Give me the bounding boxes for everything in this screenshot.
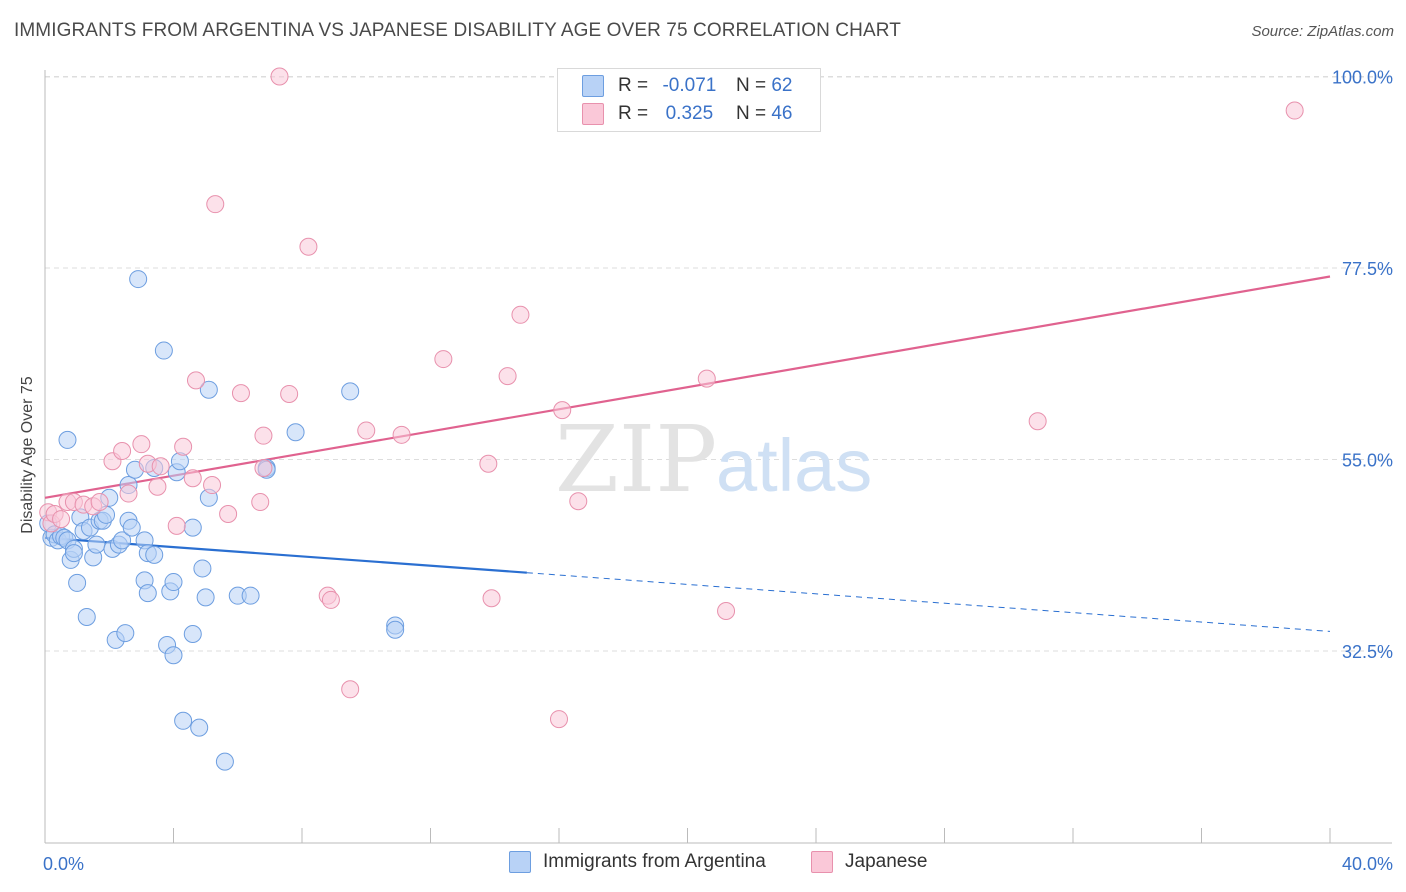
data-point	[251, 493, 270, 512]
legend-r-value: -0.071	[662, 75, 717, 96]
data-point	[119, 484, 138, 503]
legend-swatch-argentina	[582, 75, 604, 97]
data-point	[482, 589, 501, 608]
legend-n-label: N =	[735, 103, 767, 124]
data-point	[231, 384, 250, 403]
series-label-argentina: Immigrants from Argentina	[543, 851, 766, 872]
legend-r-value: 0.325	[665, 103, 714, 124]
y-tick-label: 55.0%	[1342, 451, 1393, 471]
legend-r-label: R =	[618, 75, 649, 96]
data-point	[113, 531, 132, 550]
x-tick-label-right: 40.0%	[1342, 854, 1393, 874]
data-point	[174, 437, 193, 456]
data-point	[341, 382, 360, 401]
data-point	[321, 590, 340, 609]
legend-n-value: 46	[771, 103, 793, 124]
data-point	[138, 584, 157, 603]
legend-swatch-japanese	[582, 103, 604, 125]
data-point	[511, 305, 530, 324]
data-point	[148, 477, 167, 496]
data-point	[58, 430, 77, 449]
data-point	[341, 680, 360, 699]
data-point	[215, 752, 234, 771]
data-point	[553, 401, 572, 420]
data-point	[254, 426, 273, 445]
legend-n-value: 62	[771, 75, 793, 96]
series-legend-item-argentina[interactable]: Immigrants from Argentina	[509, 851, 766, 873]
data-point	[132, 435, 151, 454]
data-point	[569, 492, 588, 511]
x-tick-label-left: 0.0%	[43, 854, 84, 874]
y-tick-label: 32.5%	[1342, 642, 1393, 662]
tick-labels: 100.0% 77.5% 55.0% 32.5% 0.0% 40.0%	[43, 68, 1393, 875]
data-points	[39, 67, 1304, 771]
data-point	[52, 510, 71, 529]
y-tick-label: 77.5%	[1342, 259, 1393, 279]
data-point	[190, 718, 209, 737]
data-point	[151, 457, 170, 476]
axes	[44, 70, 1392, 844]
data-point	[386, 620, 405, 639]
series-points-1	[39, 67, 1304, 729]
data-point	[87, 535, 106, 554]
data-point	[183, 469, 202, 488]
y-tick-label: 100.0%	[1332, 68, 1393, 88]
data-point	[219, 504, 238, 523]
data-point	[164, 646, 183, 665]
data-point	[203, 476, 222, 495]
correlation-legend: R = -0.071 N = 62 R = 0.325 N = 46	[557, 68, 821, 132]
data-point	[717, 601, 736, 620]
data-point	[164, 573, 183, 592]
data-point	[697, 369, 716, 388]
legend-row-argentina: R = -0.071 N = 62	[582, 73, 792, 99]
data-point	[113, 441, 132, 460]
data-point	[392, 425, 411, 444]
data-point	[116, 624, 135, 643]
data-point	[174, 711, 193, 730]
data-point	[183, 624, 202, 643]
data-point	[122, 518, 141, 537]
series-legend: Immigrants from Argentina Japanese	[0, 851, 1406, 879]
data-point	[186, 371, 205, 390]
data-point	[90, 493, 109, 512]
trend-line-extension-0	[526, 572, 1331, 632]
data-point	[129, 270, 148, 289]
legend-n-label: N =	[735, 75, 767, 96]
data-point	[64, 544, 83, 563]
data-point	[183, 518, 202, 537]
data-point	[199, 380, 218, 399]
data-point	[286, 423, 305, 442]
data-point	[357, 421, 376, 440]
chart-title: IMMIGRANTS FROM ARGENTINA VS JAPANESE DI…	[14, 20, 901, 41]
series-swatch-japanese	[811, 851, 833, 873]
data-point	[254, 459, 273, 478]
data-point	[270, 67, 289, 86]
series-swatch-argentina	[509, 851, 531, 873]
data-point	[280, 384, 299, 403]
data-point	[77, 607, 96, 626]
data-point	[193, 559, 212, 578]
data-point	[550, 710, 568, 729]
data-point	[68, 573, 87, 592]
legend-r-label: R =	[618, 103, 649, 124]
data-point	[206, 195, 225, 214]
data-point	[299, 237, 318, 256]
data-point	[434, 350, 453, 369]
watermark-atlas: atlas	[716, 424, 872, 507]
data-point	[1285, 101, 1304, 120]
data-point	[241, 586, 260, 605]
data-point	[167, 516, 186, 535]
data-point	[196, 588, 215, 607]
legend-row-japanese: R = 0.325 N = 46	[582, 101, 792, 127]
data-point	[154, 341, 173, 360]
series-legend-item-japanese[interactable]: Japanese	[811, 851, 927, 873]
data-point	[145, 545, 164, 564]
source-credit: Source: ZipAtlas.com	[1251, 23, 1394, 40]
gridlines	[45, 76, 1392, 652]
data-point	[479, 454, 498, 473]
series-label-japanese: Japanese	[845, 851, 928, 872]
data-point	[1028, 412, 1047, 431]
data-point	[498, 367, 517, 386]
